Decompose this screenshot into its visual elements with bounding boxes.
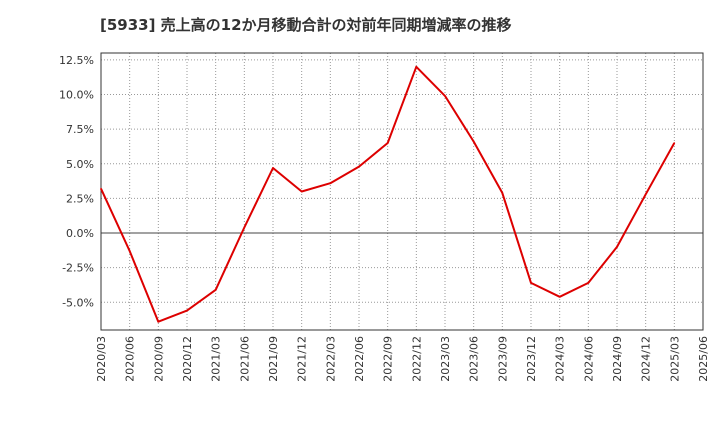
data-point: [530, 282, 532, 284]
y-tick-label: 5.0%: [66, 158, 94, 171]
data-point: [186, 309, 188, 312]
y-tick-label: 7.5%: [66, 123, 94, 136]
x-tick-label: 2022/06: [353, 336, 366, 382]
y-tick-label: -2.5%: [62, 262, 94, 275]
data-point: [558, 295, 561, 298]
x-tick-label: 2025/06: [697, 336, 710, 382]
plot-frame: [100, 52, 704, 331]
y-tick-label: 10.0%: [59, 89, 94, 102]
data-point: [472, 140, 475, 143]
data-point: [444, 95, 446, 97]
x-tick-label: 2024/12: [640, 336, 653, 382]
data-point: [358, 165, 360, 168]
x-tick-label: 2024/03: [554, 336, 567, 382]
y-tick-label: 2.5%: [66, 192, 94, 205]
data-point: [673, 142, 676, 144]
x-tick-label: 2020/09: [152, 336, 165, 382]
y-tick-label: 12.5%: [59, 54, 94, 67]
data-point: [616, 246, 618, 248]
plot-area: [101, 53, 703, 330]
y-tick-label: 0.0%: [66, 227, 94, 240]
x-tick-label: 2021/12: [296, 336, 309, 382]
x-tick-label: 2024/06: [582, 336, 595, 382]
x-tick-label: 2021/09: [267, 336, 280, 382]
chart-title: [5933] 売上高の12か月移動合計の対前年同期増減率の推移: [100, 16, 512, 34]
x-tick-label: 2023/03: [439, 336, 452, 382]
x-tick-label: 2023/09: [496, 336, 509, 382]
y-tick-label: -5.0%: [62, 296, 94, 309]
data-point: [415, 66, 418, 68]
x-tick-label: 2021/03: [210, 336, 223, 382]
data-point: [243, 226, 246, 229]
data-point: [587, 282, 590, 284]
data-point: [100, 187, 102, 190]
data-point: [272, 167, 274, 169]
data-point: [501, 192, 504, 194]
data-point: [157, 320, 160, 323]
data-point: [300, 190, 303, 193]
data-point: [386, 142, 389, 144]
x-tick-label: 2020/06: [124, 336, 137, 382]
x-tick-label: 2022/12: [410, 336, 423, 382]
x-tick-label: 2023/06: [468, 336, 481, 382]
x-tick-label: 2023/12: [525, 336, 538, 382]
x-tick-label: 2020/03: [95, 336, 108, 382]
x-tick-label: 2021/06: [238, 336, 251, 382]
data-point: [329, 182, 332, 184]
data-point: [644, 193, 647, 196]
x-tick-label: 2025/03: [668, 336, 681, 382]
data-point: [128, 250, 131, 252]
x-tick-label: 2022/03: [324, 336, 337, 382]
data-point: [214, 289, 217, 291]
x-tick-label: 2020/12: [181, 336, 194, 382]
x-tick-label: 2022/09: [382, 336, 395, 382]
x-tick-label: 2024/09: [611, 336, 624, 382]
